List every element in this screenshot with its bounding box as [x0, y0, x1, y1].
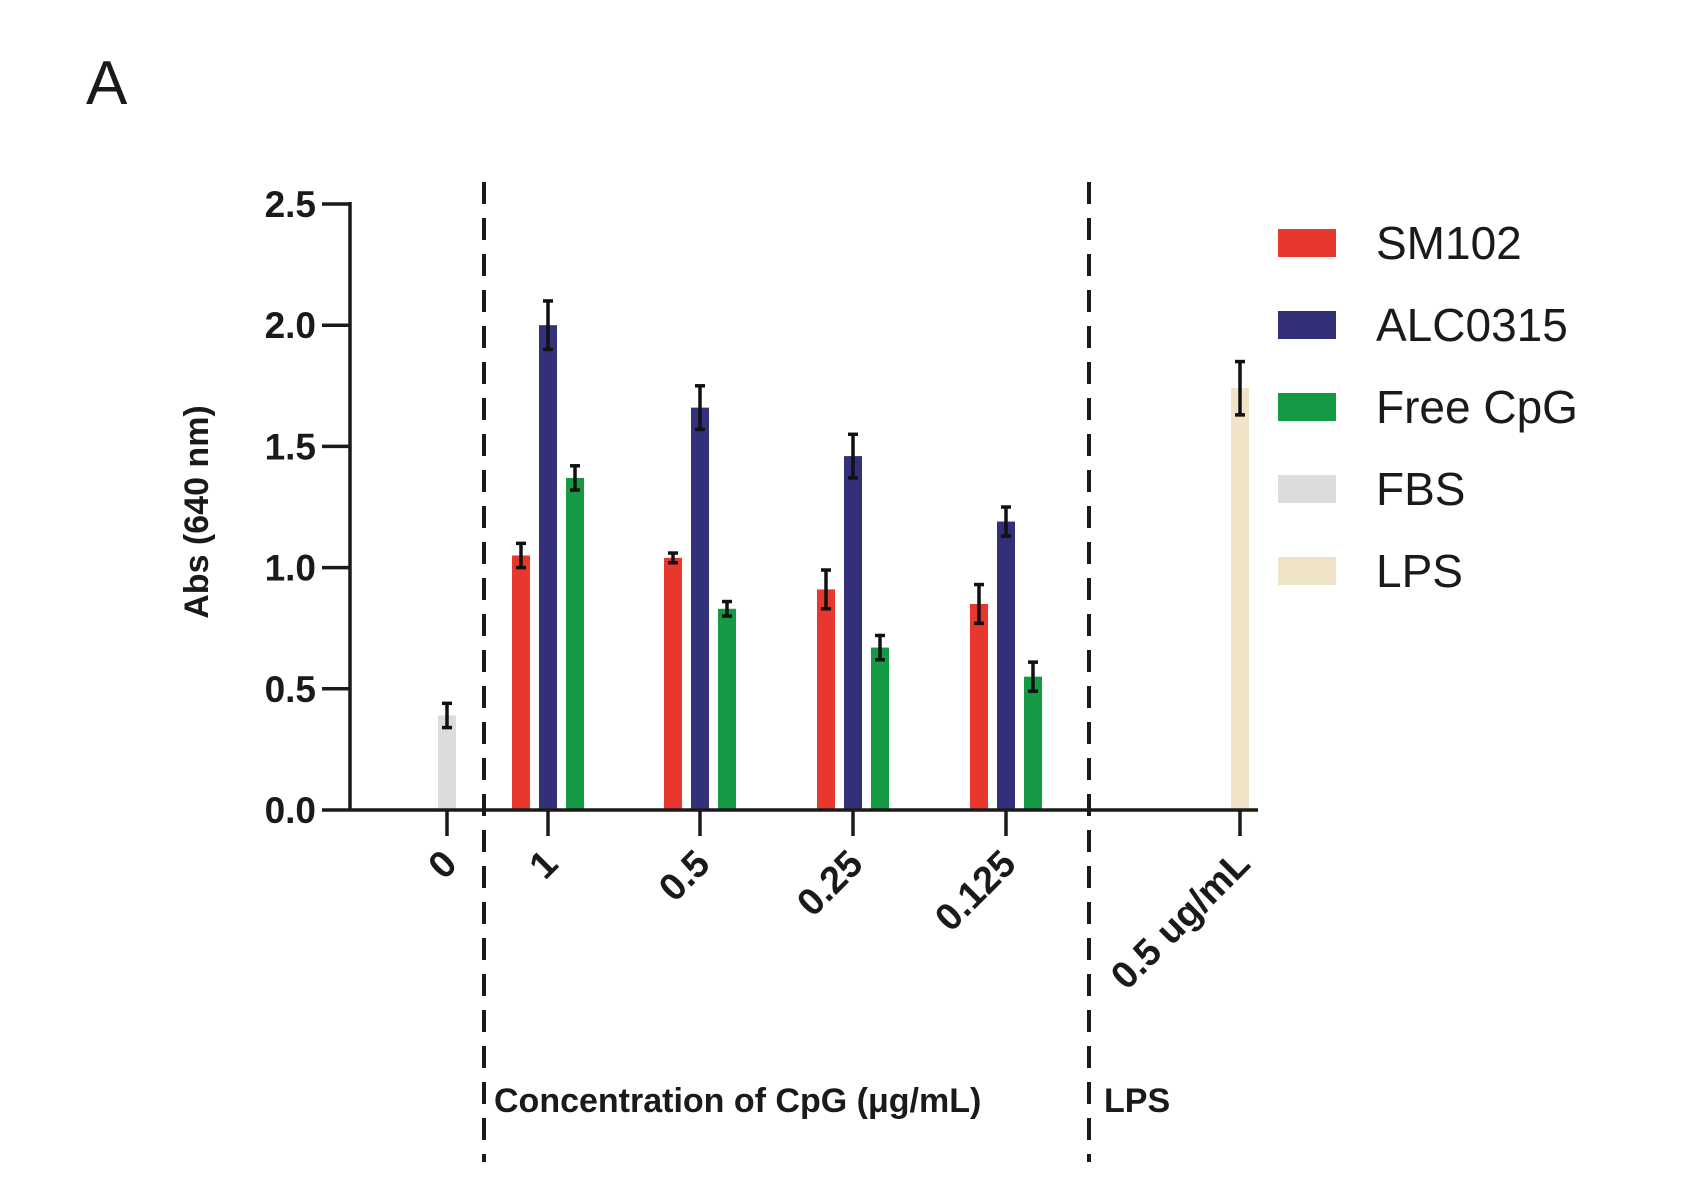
bar — [817, 589, 835, 810]
panel-label: A — [86, 49, 128, 118]
x-tick-label: 0.5 — [651, 843, 718, 910]
bar — [512, 555, 530, 810]
bar — [844, 456, 862, 810]
legend: SM102 ALC0315 Free CpG FBS LPS — [1278, 217, 1578, 597]
y-tick-label: 0.0 — [265, 790, 316, 831]
x-tick-label: 0.125 — [927, 843, 1024, 940]
legend-swatch — [1278, 557, 1336, 585]
bar — [691, 407, 709, 810]
bar — [664, 557, 682, 810]
x-axis-category-labels: 0 1 0.5 0.25 0.125 0.5 ug/mL — [421, 843, 1259, 998]
group-label-cpg: Concentration of CpG (μg/mL) — [494, 1082, 981, 1120]
error-bars — [442, 299, 1245, 730]
legend-label: FBS — [1376, 463, 1465, 515]
legend-swatch — [1278, 475, 1336, 503]
bar — [438, 715, 456, 810]
bar — [1231, 388, 1249, 810]
y-tick-label: 1.5 — [265, 426, 316, 467]
y-axis-title: Abs (640 nm) — [178, 405, 216, 619]
y-axis-ticks: 0.0 0.5 1.0 1.5 2.0 2.5 — [265, 184, 350, 831]
x-tick-label: 0.5 ug/mL — [1103, 843, 1258, 998]
legend-label: LPS — [1376, 545, 1463, 597]
x-tick-label: 1 — [522, 843, 567, 888]
y-tick-label: 1.0 — [265, 548, 316, 589]
x-tick-label: 0 — [421, 843, 466, 888]
y-tick-label: 2.5 — [265, 184, 316, 225]
x-tick-label: 0.25 — [789, 843, 871, 925]
y-tick-label: 0.5 — [265, 669, 316, 710]
bar — [1024, 676, 1042, 810]
bars — [438, 325, 1249, 810]
bar — [997, 521, 1015, 810]
legend-label: ALC0315 — [1376, 299, 1568, 351]
group-label-lps: LPS — [1104, 1082, 1170, 1120]
legend-swatch — [1278, 311, 1336, 339]
bar — [871, 647, 889, 810]
bar — [718, 608, 736, 810]
legend-label: SM102 — [1376, 217, 1522, 269]
bar — [539, 325, 557, 810]
legend-swatch — [1278, 393, 1336, 421]
bar — [566, 477, 584, 810]
legend-swatch — [1278, 229, 1336, 257]
x-axis — [348, 202, 1258, 836]
y-tick-label: 2.0 — [265, 305, 316, 346]
legend-label: Free CpG — [1376, 381, 1578, 433]
bar — [970, 603, 988, 810]
